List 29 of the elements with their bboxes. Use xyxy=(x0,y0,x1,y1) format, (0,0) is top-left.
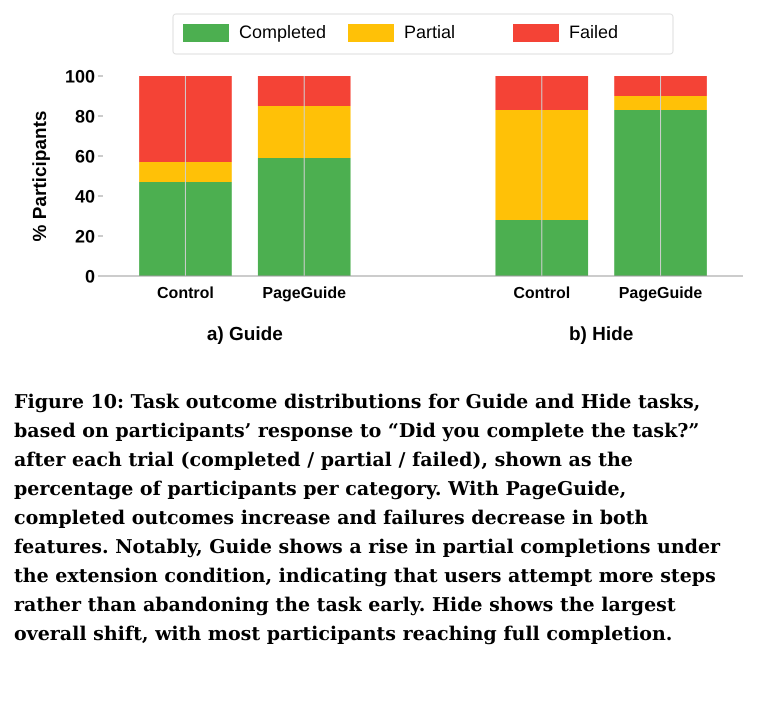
legend-label: Completed xyxy=(239,22,326,42)
text: a) Guide xyxy=(206,324,283,345)
x-tick-label: PageGuide xyxy=(618,285,702,302)
x-tick-label: Control xyxy=(157,285,214,302)
y-tick-label: 60 xyxy=(74,146,95,166)
legend-label: Failed xyxy=(569,22,618,42)
bar xyxy=(258,106,351,158)
x-tick-label: PageGuide xyxy=(262,285,346,302)
bar xyxy=(139,76,232,162)
bar xyxy=(139,182,232,276)
text: Figure 10: Task outcome distributions for Guide and Hide tasks, based on participants’ response to “Did you complete the task?” after each trial (completed / partial / failed), shown as the percentage of participants per category. With PageGuide, completed outcomes increase and failures decrease in both features. Notably, Guide shows a rise in partial completions under the extension condition, indicating that users attempt more steps rather than abandoning the task early. Hide shows the largest overall shift, with most participants reaching full completion. xyxy=(14,391,720,645)
legend-label: Partial xyxy=(404,22,456,42)
y-tick-label: 40 xyxy=(74,186,95,206)
y-tick-label: 80 xyxy=(74,106,95,126)
y-tick-label: 100 xyxy=(64,66,95,86)
y-axis-title: % Participants xyxy=(30,110,51,242)
bar xyxy=(258,158,351,276)
bar xyxy=(495,110,588,220)
bar xyxy=(495,76,588,110)
x-tick-label: Control xyxy=(513,285,570,302)
bar xyxy=(139,162,232,182)
bar xyxy=(258,76,351,106)
bar xyxy=(614,110,707,276)
bar xyxy=(495,220,588,276)
bar xyxy=(614,96,707,110)
y-tick-label: 0 xyxy=(84,266,95,286)
y-tick-label: 20 xyxy=(74,226,95,246)
text: b) Hide xyxy=(568,324,634,345)
bar xyxy=(614,76,707,96)
